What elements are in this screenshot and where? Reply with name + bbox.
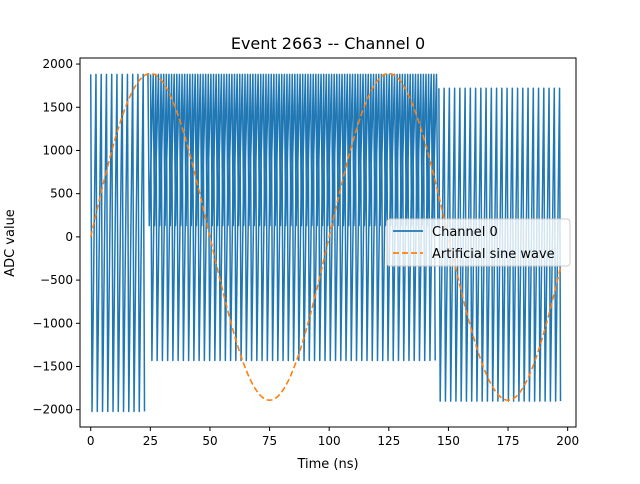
- chart-title: Event 2663 -- Channel 0: [231, 34, 425, 53]
- legend-label-channel-0: Channel 0: [432, 225, 498, 240]
- y-tick-label: −500: [40, 273, 73, 287]
- x-tick-label: 75: [262, 434, 277, 448]
- channel-0-line-segment-2: [149, 73, 436, 362]
- y-tick-label: 1500: [42, 100, 73, 114]
- y-tick-label: −1500: [32, 360, 73, 374]
- x-axis: 0 25 50 75 100 125 150 175 200: [87, 427, 579, 448]
- channel-0-line-segment-0: [89, 73, 146, 413]
- y-axis-label: ADC value: [3, 209, 18, 277]
- legend: Channel 0 Artificial sine wave: [386, 218, 571, 267]
- x-tick-label: 200: [556, 434, 579, 448]
- y-axis: −2000 −1500 −1000 −500 0 500 1000 1500 2000: [32, 57, 80, 417]
- legend-label-sine-wave: Artificial sine wave: [432, 247, 555, 262]
- x-tick-label: 0: [87, 434, 95, 448]
- y-tick-label: −1000: [32, 316, 73, 330]
- y-tick-label: 1000: [42, 143, 73, 157]
- x-tick-label: 125: [377, 434, 400, 448]
- sine-wave-line: [89, 72, 562, 402]
- y-tick-label: 500: [50, 187, 73, 201]
- legend-box: [386, 218, 571, 267]
- y-tick-label: 0: [65, 230, 73, 244]
- x-tick-label: 150: [437, 434, 460, 448]
- y-tick-label: 2000: [42, 57, 73, 71]
- plot-frame: [79, 57, 577, 428]
- x-axis-label: Time (ns): [296, 457, 358, 472]
- x-tick-label: 100: [318, 434, 341, 448]
- x-tick-label: 25: [143, 434, 158, 448]
- x-tick-label: 175: [497, 434, 520, 448]
- y-tick-label: −2000: [32, 403, 73, 417]
- x-tick-label: 50: [202, 434, 217, 448]
